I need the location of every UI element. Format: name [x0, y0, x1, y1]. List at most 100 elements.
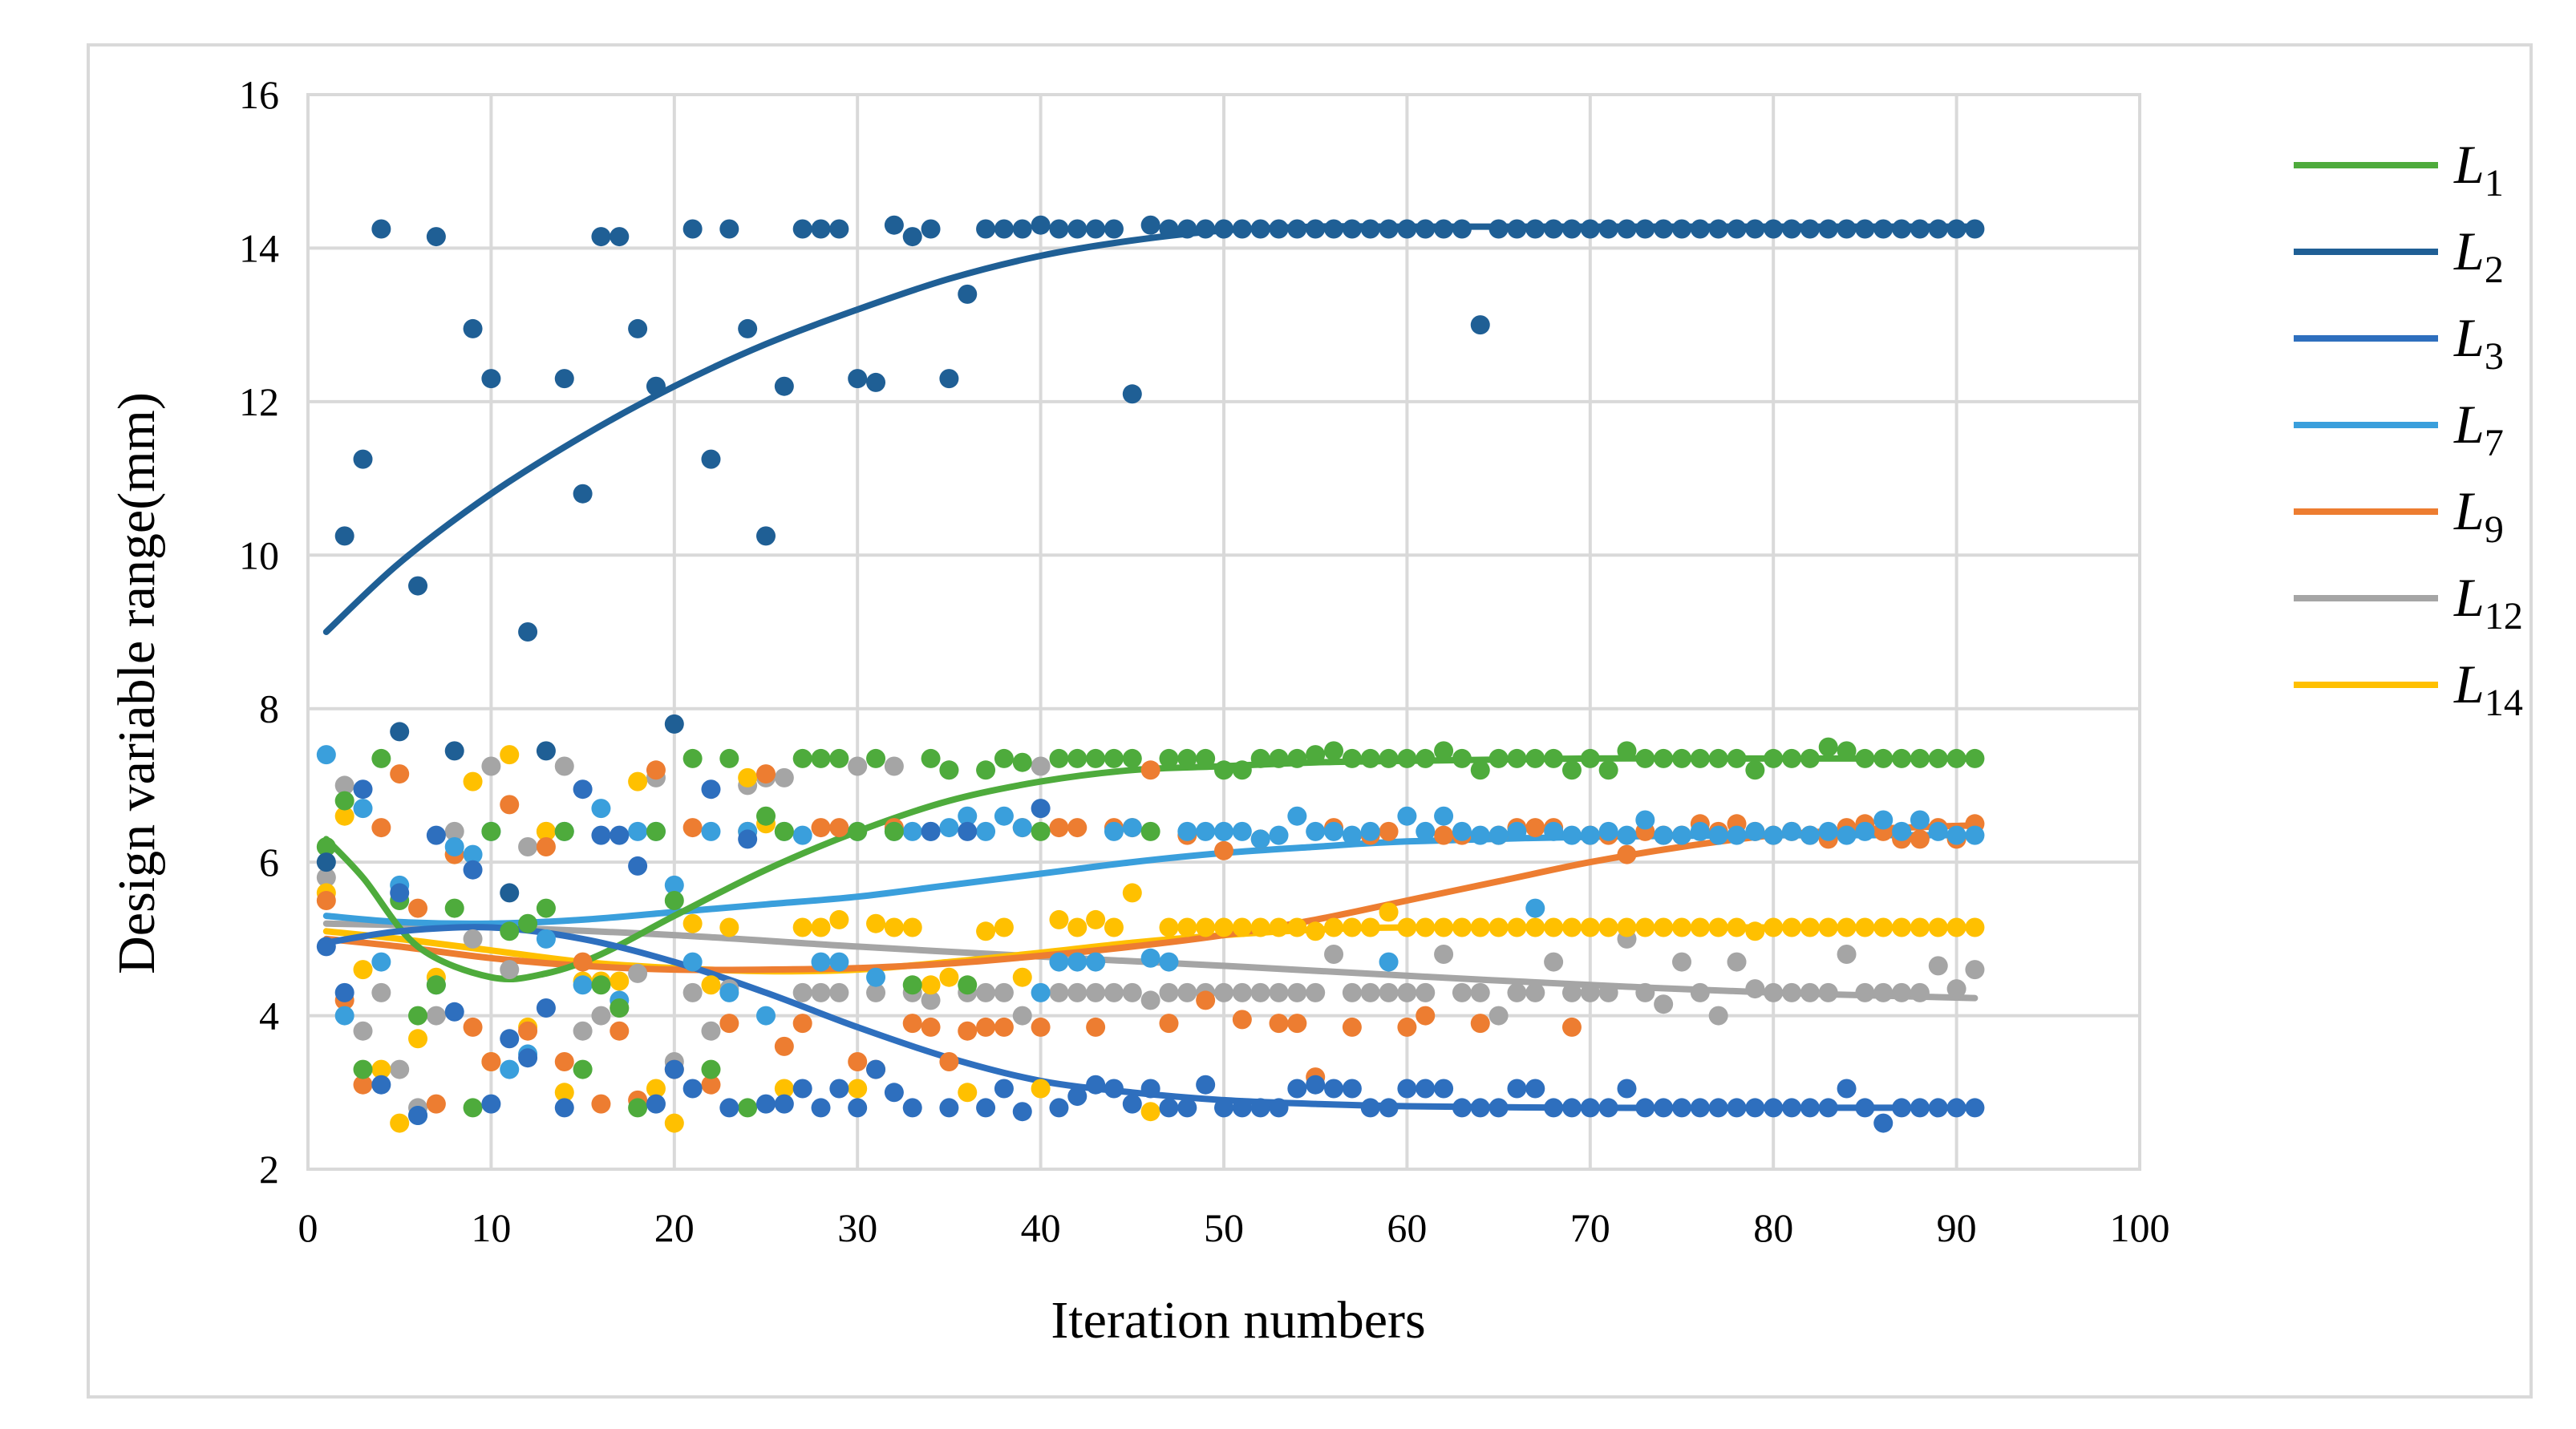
- data-point: [1379, 219, 1399, 239]
- data-point: [1708, 748, 1728, 768]
- data-point: [1122, 818, 1142, 838]
- y-tick-label: 16: [239, 72, 279, 117]
- data-point: [1965, 1098, 1985, 1118]
- data-point: [1306, 821, 1326, 841]
- data-point: [1049, 818, 1069, 838]
- data-point: [994, 982, 1014, 1002]
- legend-label: L14: [2453, 654, 2523, 724]
- data-point: [848, 821, 868, 841]
- data-point: [1287, 1014, 1307, 1034]
- data-point: [738, 767, 758, 787]
- data-point: [536, 837, 556, 856]
- data-point: [1342, 825, 1362, 845]
- data-point: [1965, 825, 1985, 845]
- data-point: [1360, 219, 1380, 239]
- data-point: [1654, 825, 1674, 845]
- data-point: [1232, 219, 1252, 239]
- data-point: [1837, 741, 1857, 761]
- data-point: [316, 868, 336, 888]
- data-point: [1507, 917, 1527, 937]
- data-point: [848, 756, 868, 776]
- data-point: [811, 917, 831, 937]
- data-point: [1379, 821, 1399, 841]
- data-point: [1946, 748, 1966, 768]
- data-point: [353, 960, 373, 980]
- data-point: [1525, 1079, 1545, 1099]
- data-point: [1507, 821, 1527, 841]
- data-point: [1873, 748, 1894, 768]
- x-tick-label: 90: [1937, 1205, 1977, 1250]
- data-point: [1416, 219, 1436, 239]
- series-points-L2: [316, 215, 1985, 903]
- data-point: [1177, 219, 1197, 239]
- data-point: [682, 748, 703, 768]
- data-point: [1232, 821, 1252, 841]
- data-point: [1397, 219, 1417, 239]
- data-point: [1086, 909, 1106, 929]
- trend-line-L1: [322, 755, 1979, 983]
- data-point: [463, 1017, 483, 1037]
- data-point: [1635, 219, 1655, 239]
- data-point: [463, 318, 483, 338]
- data-point: [1617, 917, 1637, 937]
- x-tick-label: 50: [1204, 1205, 1244, 1250]
- data-point: [1727, 952, 1747, 972]
- data-point: [1452, 917, 1472, 937]
- data-point: [994, 1079, 1014, 1099]
- data-point: [1837, 1079, 1857, 1099]
- data-point: [573, 779, 593, 800]
- series-points-L14: [316, 745, 1985, 1133]
- data-point: [774, 1036, 794, 1056]
- data-point: [353, 1021, 373, 1041]
- data-point: [1873, 917, 1894, 937]
- data-point: [866, 748, 886, 768]
- data-point: [1507, 219, 1527, 239]
- data-point: [353, 779, 373, 800]
- data-point: [1892, 982, 1912, 1002]
- data-point: [1617, 825, 1637, 845]
- data-point: [334, 806, 354, 826]
- data-point: [1910, 219, 1930, 239]
- data-point: [1031, 821, 1051, 841]
- data-point: [1196, 917, 1216, 937]
- data-point: [1561, 760, 1582, 780]
- data-point: [1397, 806, 1417, 826]
- data-point: [463, 771, 483, 791]
- data-point: [1946, 219, 1966, 239]
- data-point: [1434, 945, 1454, 964]
- data-point: [1342, 748, 1362, 768]
- legend-label: L2: [2453, 221, 2504, 291]
- data-point: [1635, 982, 1655, 1002]
- data-point: [1140, 215, 1160, 235]
- data-point: [1470, 1098, 1490, 1118]
- data-point: [1690, 917, 1710, 937]
- data-point: [591, 975, 611, 995]
- data-point: [1086, 952, 1106, 972]
- data-point: [1928, 956, 1948, 976]
- data-point: [1086, 982, 1106, 1002]
- data-point: [1214, 821, 1233, 841]
- data-point: [792, 917, 812, 937]
- data-point: [1324, 1079, 1344, 1099]
- data-point: [884, 821, 904, 841]
- data-point: [481, 1094, 501, 1114]
- data-point: [646, 376, 666, 396]
- data-point: [1598, 219, 1618, 239]
- legend-label: L1: [2453, 134, 2504, 204]
- data-point: [921, 975, 941, 995]
- x-axis-label: Iteration numbers: [1051, 1291, 1425, 1350]
- data-point: [1067, 748, 1088, 768]
- data-point: [994, 806, 1014, 826]
- data-point: [792, 1079, 812, 1099]
- y-tick-labels: 2 4 6 8 10 12 14 16: [239, 72, 279, 1192]
- data-point: [1488, 1098, 1509, 1118]
- data-point: [353, 1075, 373, 1095]
- y-tick-label: 8: [259, 686, 279, 731]
- data-point: [1232, 917, 1252, 937]
- data-point: [976, 982, 996, 1002]
- data-point: [1892, 1098, 1912, 1118]
- data-point: [829, 818, 849, 838]
- data-point: [1800, 1098, 1820, 1118]
- data-point: [1104, 1079, 1124, 1099]
- data-point: [1672, 825, 1691, 845]
